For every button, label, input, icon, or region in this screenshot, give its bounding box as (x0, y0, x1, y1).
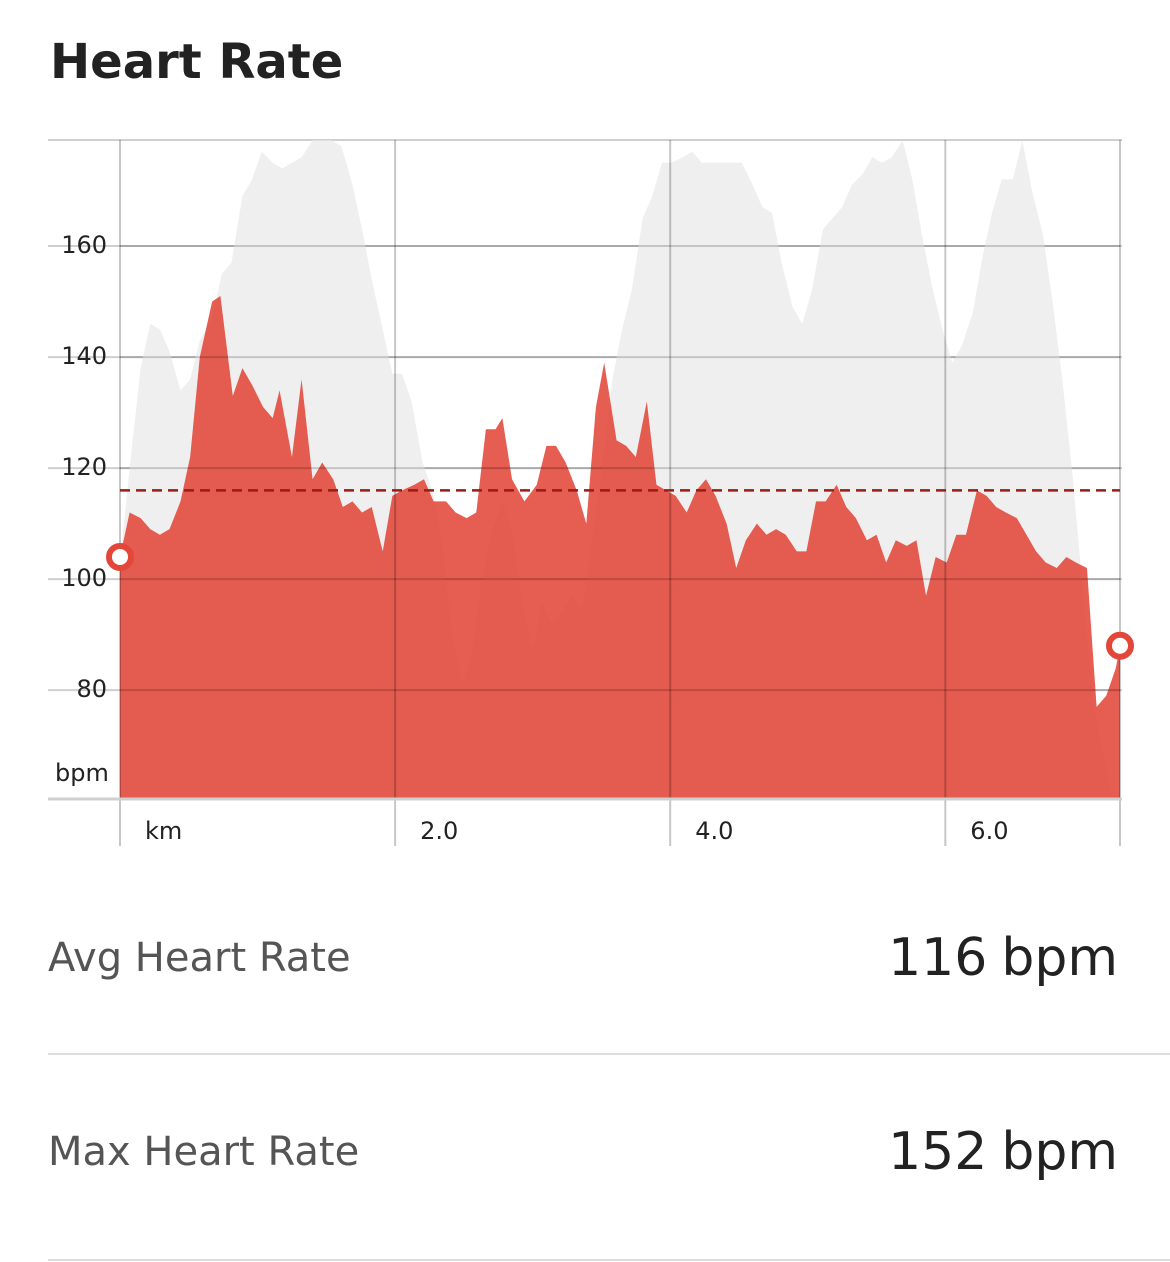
end-marker (1106, 631, 1134, 660)
area (120, 296, 1120, 799)
x-tick-label: km (145, 817, 182, 845)
stat-row: Max Heart Rate 152 bpm (48, 1102, 1118, 1202)
stat-number: 116 (888, 928, 988, 988)
separator (48, 1259, 1170, 1261)
stat-value: 152 bpm (888, 1122, 1118, 1182)
chart: Heart Rate bpm km 2.0 4.0 6.0 80 100 120 140 160 (48, 34, 1134, 846)
y-tick-label: 140 (61, 342, 107, 370)
y-tick-label: 160 (61, 231, 107, 259)
x-tick-label: 6.0 (970, 817, 1008, 845)
end-marker (106, 542, 134, 571)
y-axis-label: bpm (55, 759, 109, 787)
y-tick-label: 80 (76, 675, 107, 703)
stat-number: 152 (888, 1122, 988, 1182)
y-tick-label: 120 (61, 453, 107, 481)
x-tick-label: 2.0 (420, 817, 458, 845)
stat-value: 116 bpm (888, 928, 1118, 988)
stat-label: Max Heart Rate (48, 1129, 360, 1175)
stat-unit: bpm (1001, 928, 1118, 988)
y-tick-label: 100 (61, 564, 107, 592)
stat-unit: bpm (1001, 1122, 1118, 1182)
x-tick-label: 4.0 (695, 817, 733, 845)
stat-row: Avg Heart Rate 116 bpm (48, 908, 1118, 1008)
stat-label: Avg Heart Rate (48, 935, 351, 981)
separator (48, 1053, 1170, 1055)
chart-title: Heart Rate (50, 34, 343, 90)
